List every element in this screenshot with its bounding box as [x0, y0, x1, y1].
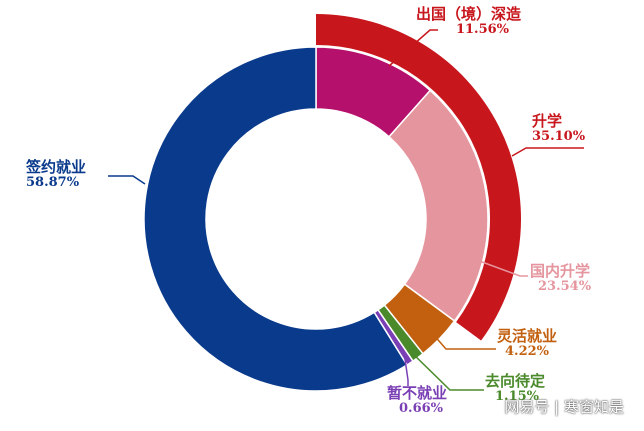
- label-chuguo-value: 11.56%: [455, 22, 510, 37]
- label-linghuo-name: 灵活就业: [497, 327, 558, 345]
- leader-line-2: [473, 258, 528, 277]
- outer-slice-shengxue: [316, 14, 521, 341]
- label-guonei: 国内升学 23.54%: [530, 263, 591, 295]
- slice-2: [387, 89, 489, 323]
- label-linghuo: 灵活就业 4.22%: [497, 328, 557, 360]
- label-daiding-name: 去向待定: [485, 372, 546, 390]
- leader-line-s: [511, 147, 584, 157]
- leader-line-5: [403, 351, 409, 386]
- leader-line-4: [408, 349, 484, 391]
- label-linghuo-value: 4.22%: [505, 344, 550, 359]
- label-shengxue: 升学 35.10%: [532, 113, 585, 145]
- label-chuguo: 出国（境）深造 11.56%: [416, 6, 521, 38]
- label-shengxue-value: 35.10%: [532, 129, 586, 144]
- label-qianyue-name: 签约就业: [26, 158, 87, 176]
- leader-line-0: [108, 175, 146, 185]
- label-zanbu-value: 0.66%: [399, 401, 444, 416]
- leader-line-3: [431, 332, 496, 350]
- watermark: 网易号 | 寒窗知是: [504, 398, 624, 416]
- label-qianyue-value: 58.87%: [26, 175, 80, 190]
- label-zanbu: 暂不就业 0.66%: [387, 385, 447, 417]
- label-shengxue-name: 升学: [532, 112, 563, 130]
- label-zanbu-name: 暂不就业: [387, 384, 448, 402]
- leader-line-1: [388, 29, 438, 67]
- label-guonei-value: 23.54%: [538, 279, 592, 294]
- label-guonei-name: 国内升学: [530, 262, 591, 280]
- label-daiding-value: 1.15%: [495, 389, 540, 404]
- label-qianyue: 签约就业 58.87%: [26, 159, 86, 191]
- slice-0: [143, 46, 409, 392]
- label-daiding: 去向待定 1.15%: [485, 373, 545, 405]
- label-chuguo-name: 出国（境）深造: [416, 5, 522, 23]
